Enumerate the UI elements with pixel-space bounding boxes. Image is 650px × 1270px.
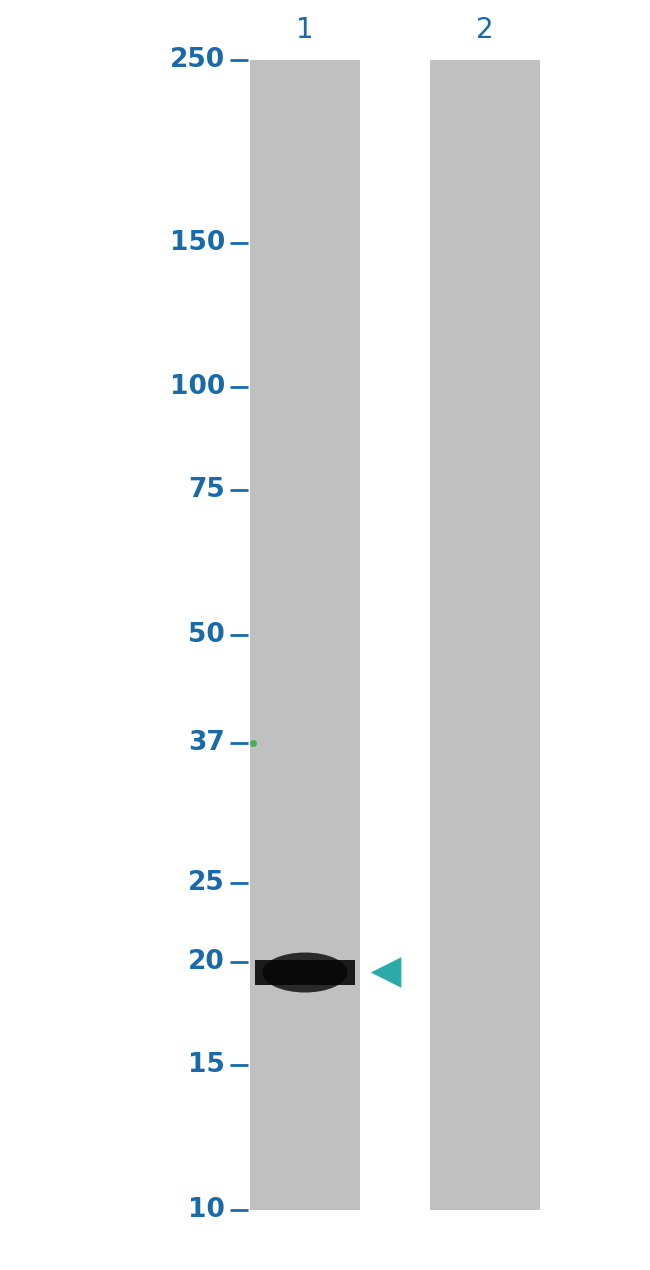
Bar bbox=[255, 960, 355, 986]
Ellipse shape bbox=[263, 952, 348, 992]
Text: 15: 15 bbox=[188, 1052, 225, 1078]
Text: 150: 150 bbox=[170, 230, 225, 255]
Bar bbox=[250, 60, 360, 1210]
Bar bbox=[430, 60, 540, 1210]
Text: 20: 20 bbox=[188, 950, 225, 975]
Text: 75: 75 bbox=[188, 478, 225, 503]
Text: 25: 25 bbox=[188, 870, 225, 895]
Text: 10: 10 bbox=[188, 1198, 225, 1223]
Text: 1: 1 bbox=[296, 17, 314, 44]
Text: 2: 2 bbox=[476, 17, 494, 44]
Text: 50: 50 bbox=[188, 622, 225, 648]
Text: 37: 37 bbox=[188, 729, 225, 756]
Text: 250: 250 bbox=[170, 47, 225, 72]
Text: 100: 100 bbox=[170, 375, 225, 400]
